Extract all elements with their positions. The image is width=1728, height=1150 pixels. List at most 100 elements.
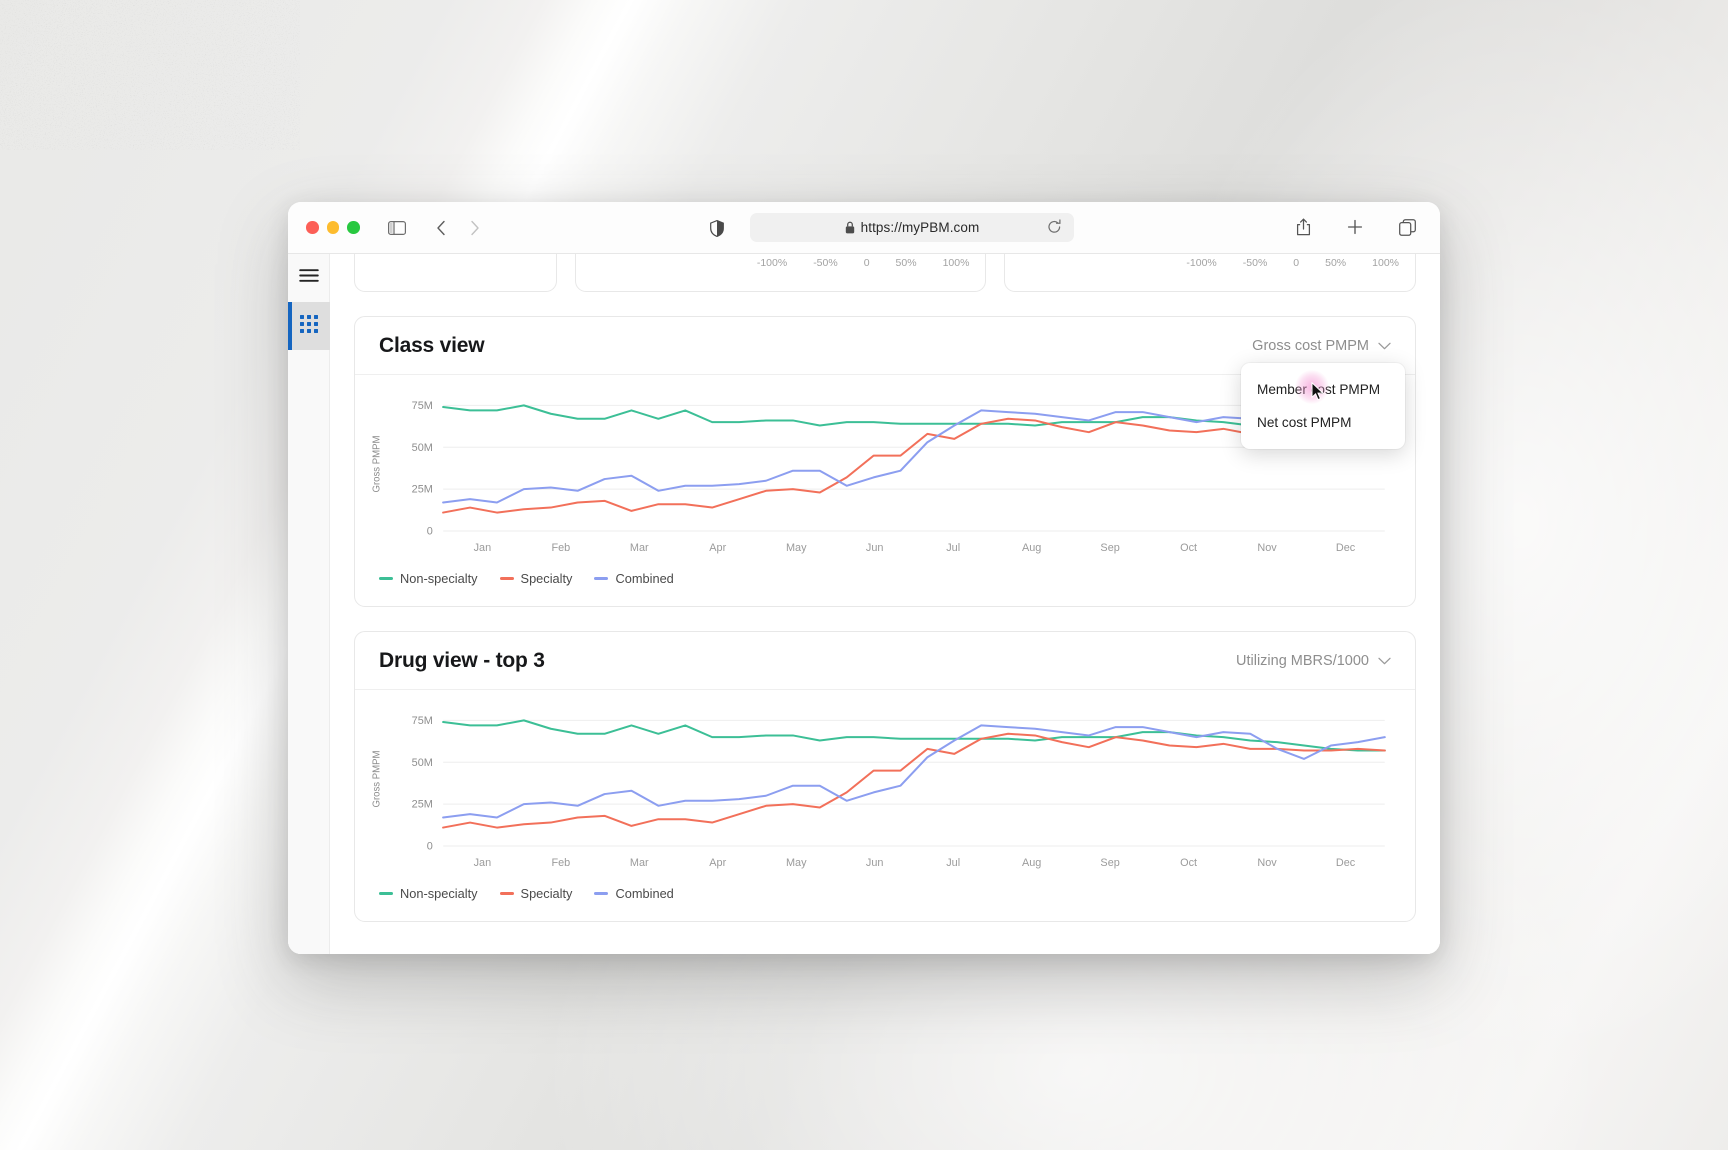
x-tick-label: Oct (1180, 857, 1197, 869)
toolbar-right-actions (1288, 213, 1422, 241)
x-tick-label: Jul (946, 542, 960, 554)
x-tick-label: Sep (1100, 857, 1119, 869)
x-tick-label: Nov (1257, 857, 1277, 869)
browser-window: https://myPBM.com (288, 202, 1440, 954)
reload-icon[interactable] (1047, 219, 1062, 240)
x-tick-label: Jul (946, 857, 960, 869)
series-line-combined (442, 724, 1386, 819)
drug-view-chart: Gross PMPM 0 25M 50M 75M Jan Feb Mar Apr May Jun Ju… (371, 715, 1386, 869)
y-tick-label: 75M (412, 400, 433, 412)
top-stat-strip: -100% -50% 0 50% 100% -100% -50% 0 50% (354, 254, 1416, 292)
legend-item-non-specialty[interactable]: Non-specialty (379, 886, 478, 901)
drug-view-metric-label: Utilizing MBRS/1000 (1236, 652, 1369, 669)
page-title-drug-view: Drug view - top 3 (379, 648, 545, 672)
x-tick-label: Apr (709, 857, 726, 869)
address-bar[interactable]: https://myPBM.com (750, 213, 1074, 242)
share-icon[interactable] (1288, 213, 1318, 241)
url-text: https://myPBM.com (860, 220, 980, 235)
x-tick-label: Jan (474, 542, 492, 554)
legend-item-specialty[interactable]: Specialty (499, 886, 572, 901)
chevron-down-icon (1378, 338, 1391, 354)
x-tick-label: Jan (474, 857, 492, 869)
drug-view-header: Drug view - top 3 Utilizing MBRS/1000 (355, 632, 1415, 690)
class-view-header: Class view Gross cost PMPM Member cost P… (355, 317, 1415, 449)
class-view-metric-label: Gross cost PMPM (1252, 337, 1369, 354)
x-tick-label: Jun (866, 542, 884, 554)
x-tick-label: Feb (551, 542, 570, 554)
drug-view-card: Drug view - top 3 Utilizing MBRS/1000 Gr… (354, 631, 1416, 922)
legend-swatch-combined (594, 577, 609, 580)
x-tick-label: Mar (630, 857, 649, 869)
shield-privacy-icon[interactable] (702, 214, 732, 242)
x-tick-label: Dec (1336, 542, 1356, 554)
sidebar-toggle-icon[interactable] (382, 214, 412, 242)
dashboard-content: -100% -50% 0 50% 100% -100% -50% 0 50% (330, 254, 1440, 954)
legend-item-specialty[interactable]: Specialty (499, 571, 572, 586)
app-sidebar (288, 254, 330, 954)
y-tick-label: 25M (412, 484, 433, 496)
class-view-plot: Gross PMPM 0 25M 50M 75M Jan Feb Mar Apr May Jun Ju… (355, 375, 1415, 565)
plus-icon[interactable] (1340, 213, 1370, 241)
y-tick-label: 50M (412, 442, 433, 454)
chevron-down-icon (1378, 653, 1391, 669)
legend-item-combined[interactable]: Combined (594, 571, 674, 586)
y-tick-label: 0 (427, 526, 433, 538)
lock-icon (845, 221, 854, 234)
tab-overview-icon[interactable] (1392, 213, 1422, 241)
x-tick-label: Dec (1336, 857, 1356, 869)
legend-swatch-combined (594, 892, 609, 895)
page-title-class-view: Class view (379, 333, 485, 357)
legend-swatch-non-specialty (379, 892, 393, 895)
grid-icon (300, 314, 318, 338)
chevron-right-icon[interactable] (460, 214, 490, 242)
dropdown-item-net-cost-pmpm[interactable]: Net cost PMPM (1257, 415, 1352, 430)
series-line-non-specialty (442, 404, 1386, 437)
class-view-metric-selector[interactable]: Gross cost PMPM (1252, 338, 1391, 354)
mini-card-3[interactable]: -100% -50% 0 50% 100% (1004, 254, 1416, 292)
dropdown-item-member-cost-pmpm[interactable]: Member cost PMPM (1241, 370, 1405, 406)
x-tick-label: Oct (1180, 542, 1197, 554)
minimize-window-button[interactable] (326, 221, 339, 234)
x-tick-label: May (786, 857, 807, 869)
mini-card-2-ticks: -100% -50% 0 50% 100% (756, 257, 970, 269)
drug-view-plot: Gross PMPM 0 25M 50M 75M Jan Feb Mar Apr May Jun Ju… (355, 690, 1415, 880)
x-tick-label: Mar (630, 542, 649, 554)
y-tick-label: 0 (427, 841, 433, 853)
x-tick-label: Sep (1100, 542, 1119, 554)
y-axis-label: Gross PMPM (371, 436, 382, 493)
y-axis-label: Gross PMPM (371, 751, 382, 808)
class-view-metric-dropdown[interactable]: Member cost PMPM Net cost PMPM (1241, 363, 1405, 449)
y-tick-label: 75M (412, 715, 433, 727)
x-tick-label: Jun (866, 857, 884, 869)
class-view-legend: Non-specialty Specialty Combined (355, 565, 1415, 606)
legend-item-non-specialty[interactable]: Non-specialty (379, 571, 478, 586)
x-tick-label: Aug (1022, 542, 1041, 554)
window-controls (306, 221, 360, 234)
mini-card-2[interactable]: -100% -50% 0 50% 100% (574, 254, 987, 292)
series-line-specialty (442, 417, 1386, 514)
zoom-window-button[interactable] (347, 221, 360, 234)
x-tick-label: May (786, 542, 807, 554)
mini-card-1[interactable] (354, 254, 557, 292)
class-view-chart: Gross PMPM 0 25M 50M 75M Jan Feb Mar Apr May Jun Ju… (371, 400, 1386, 554)
x-tick-label: Apr (709, 542, 726, 554)
browser-toolbar: https://myPBM.com (288, 202, 1440, 254)
legend-swatch-non-specialty (379, 577, 393, 580)
sidebar-item-dashboard[interactable] (288, 302, 330, 350)
close-window-button[interactable] (306, 221, 319, 234)
drug-view-metric-selector[interactable]: Utilizing MBRS/1000 (1236, 653, 1391, 669)
sidebar-item-menu[interactable] (288, 254, 330, 302)
y-tick-label: 25M (412, 799, 433, 811)
x-tick-label: Aug (1022, 857, 1041, 869)
chevron-left-icon[interactable] (426, 214, 456, 242)
x-tick-label: Feb (551, 857, 570, 869)
y-tick-label: 50M (412, 757, 433, 769)
legend-swatch-specialty (499, 577, 514, 580)
series-line-specialty (442, 732, 1386, 829)
app-body: -100% -50% 0 50% 100% -100% -50% 0 50% (288, 254, 1440, 954)
series-line-combined (442, 409, 1386, 504)
legend-item-combined[interactable]: Combined (594, 886, 674, 901)
hamburger-icon (299, 268, 319, 288)
mini-card-3-ticks: -100% -50% 0 50% 100% (1186, 257, 1399, 269)
